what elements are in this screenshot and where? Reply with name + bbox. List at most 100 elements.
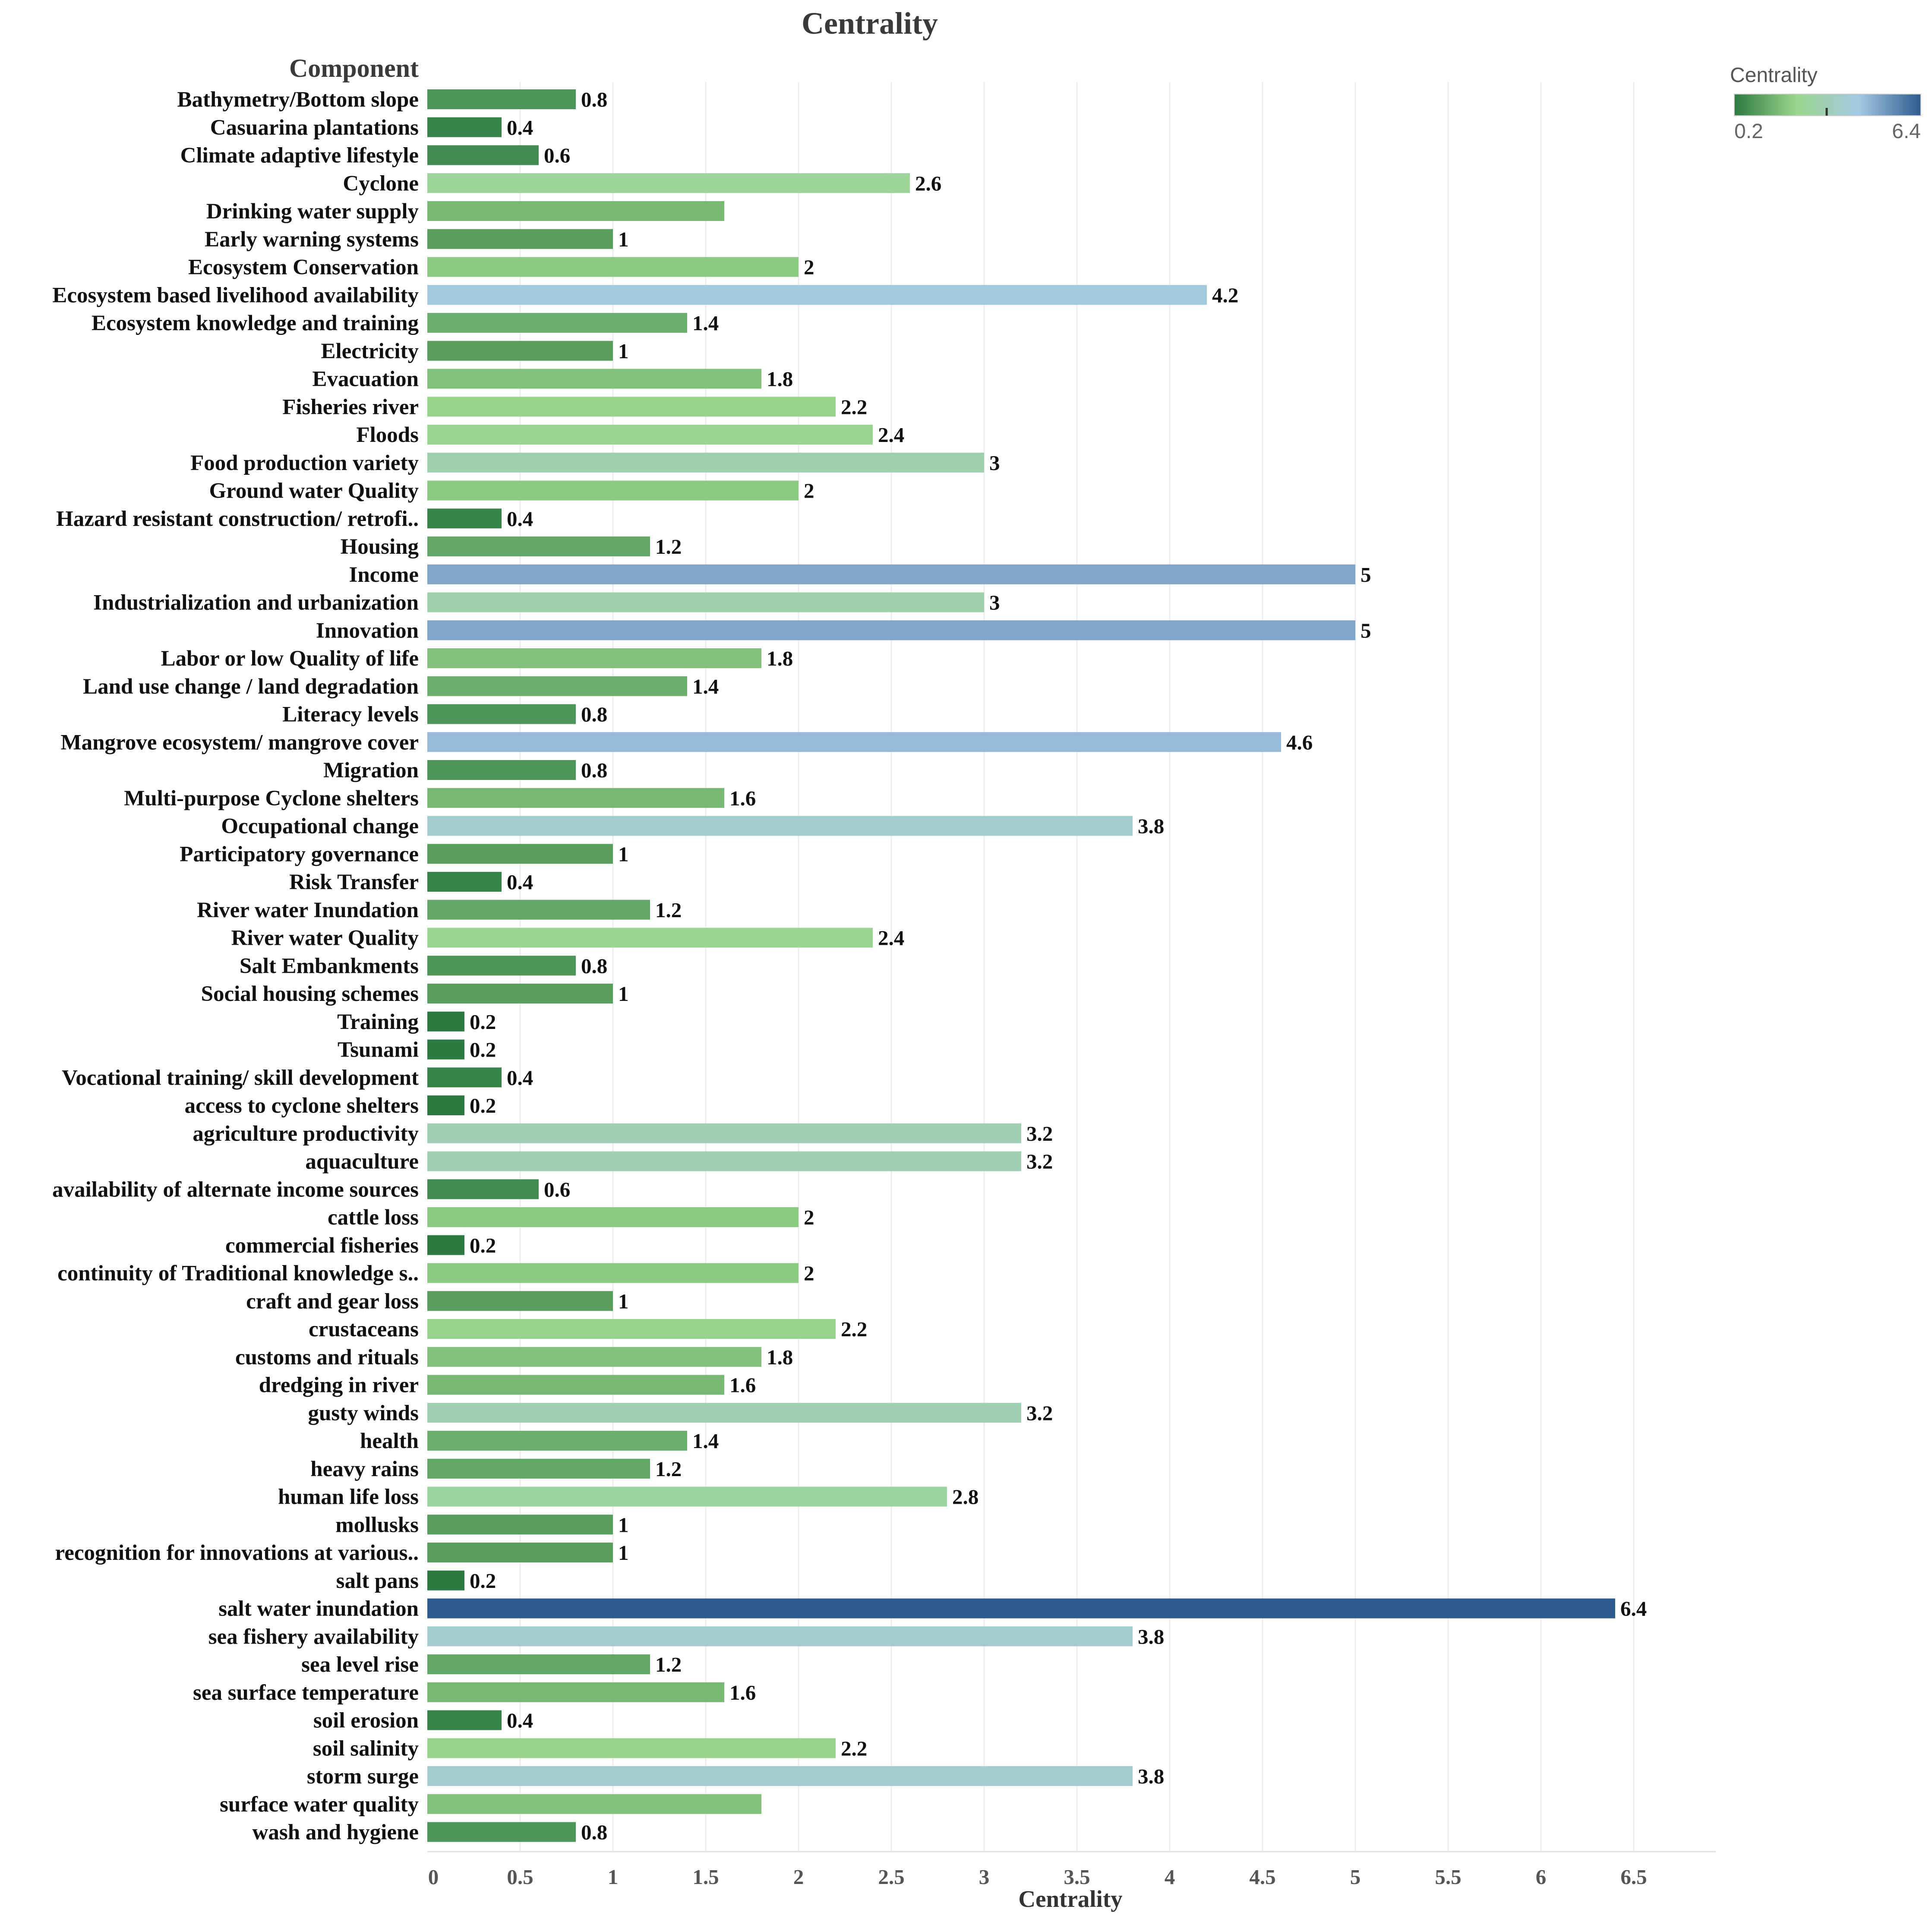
value-label: 2.4 <box>878 423 904 447</box>
category-label: Innovation <box>316 619 419 643</box>
category-label: salt pans <box>336 1569 419 1593</box>
value-label: 3 <box>989 451 1000 475</box>
value-label: 1.8 <box>767 1345 793 1369</box>
value-label: 0.8 <box>581 88 607 111</box>
category-label: Climate adaptive lifestyle <box>180 144 419 168</box>
category-label: salt water inundation <box>218 1597 419 1621</box>
bars <box>427 89 1615 1842</box>
bar <box>427 1431 687 1451</box>
value-label: 1.6 <box>729 1681 756 1704</box>
value-label: 0.2 <box>470 1569 496 1593</box>
value-label: 4.6 <box>1286 730 1313 754</box>
bar <box>427 1039 464 1060</box>
category-label: aquaculture <box>305 1150 419 1174</box>
bar <box>427 732 1281 752</box>
value-label: 1.2 <box>655 1653 682 1676</box>
bar <box>427 1123 1021 1143</box>
category-label: Fisheries river <box>282 395 419 419</box>
x-tick-label: 1 <box>608 1865 619 1889</box>
category-label: storm surge <box>307 1764 419 1789</box>
x-tick-label: 0 <box>428 1865 439 1889</box>
x-tick-label: 4.5 <box>1249 1865 1275 1889</box>
bar <box>427 1682 724 1702</box>
bar <box>427 480 799 501</box>
x-tick-label: 5 <box>1350 1865 1361 1889</box>
bar <box>427 313 687 333</box>
category-label: Electricity <box>321 339 419 363</box>
value-labels: 0.8 0.4 0.6 2.6 1 2 4.2 1.4 1 1.8 2.2 2.4 3 2 0.4 1.2 5 3… <box>470 88 1647 1844</box>
category-label: Ground water Quality <box>209 479 419 503</box>
value-label: 1.2 <box>655 1457 682 1481</box>
value-label: 1.6 <box>729 786 756 810</box>
value-label: 1.2 <box>655 535 682 559</box>
category-label: Income <box>349 563 419 587</box>
bar <box>427 844 613 864</box>
bar <box>427 1626 1133 1647</box>
value-label: 3.2 <box>1026 1122 1053 1146</box>
bar <box>427 1458 650 1479</box>
value-label: 0.4 <box>507 507 533 530</box>
category-label: continuity of Traditional knowledge s.. <box>57 1262 419 1286</box>
category-label: Ecosystem based livelihood availability <box>52 283 419 307</box>
category-label: sea surface temperature <box>193 1681 419 1705</box>
bar <box>427 1738 836 1758</box>
value-label: 1 <box>618 339 629 363</box>
category-label: Food production variety <box>190 451 419 475</box>
bar <box>427 452 984 473</box>
category-label: surface water quality <box>220 1792 419 1817</box>
category-label: commercial fisheries <box>225 1234 419 1258</box>
value-label: 0.8 <box>581 703 607 726</box>
bar <box>427 285 1207 305</box>
bar <box>427 592 984 612</box>
x-tick-label: 2.5 <box>878 1865 904 1889</box>
value-label: 1.2 <box>655 898 682 922</box>
value-label: 1 <box>618 1289 629 1313</box>
bar <box>427 173 910 193</box>
category-label: Housing <box>341 535 419 559</box>
value-label: 2.4 <box>878 926 904 950</box>
value-label: 0.6 <box>544 144 570 167</box>
category-label: Floods <box>356 423 419 447</box>
category-label: human life loss <box>278 1485 419 1509</box>
category-labels: Bathymetry/Bottom slope Casuarina plantat… <box>52 88 419 1845</box>
category-label: Risk Transfer <box>289 870 419 894</box>
x-tick-label: 6.5 <box>1620 1865 1647 1889</box>
legend-min-label: 0.2 <box>1734 120 1763 143</box>
value-label: 2.2 <box>841 1736 867 1760</box>
value-label: 1 <box>618 842 629 866</box>
category-label: Ecosystem knowledge and training <box>92 311 419 335</box>
bar <box>427 984 613 1004</box>
bar <box>427 1095 464 1115</box>
bar <box>427 1822 576 1842</box>
bar <box>427 1543 613 1562</box>
bar <box>427 369 761 389</box>
bar <box>427 872 502 892</box>
value-label: 3.8 <box>1138 1625 1164 1648</box>
value-label: 1.4 <box>692 311 719 335</box>
value-label: 0.4 <box>507 1066 533 1089</box>
category-label: Multi-purpose Cyclone shelters <box>124 786 419 811</box>
category-label: customs and rituals <box>235 1345 419 1370</box>
bar <box>427 1486 947 1507</box>
category-label: access to cyclone shelters <box>185 1094 419 1118</box>
category-label: River water Inundation <box>197 898 419 922</box>
bar <box>427 1375 724 1395</box>
bar <box>427 89 576 109</box>
bar <box>427 117 502 137</box>
value-label: 0.2 <box>470 1038 496 1062</box>
bar <box>427 760 576 780</box>
legend-max-label: 6.4 <box>1892 120 1921 143</box>
category-label: Ecosystem Conservation <box>188 256 419 280</box>
bar <box>427 1598 1615 1619</box>
bar <box>427 145 539 165</box>
value-label: 0.2 <box>470 1094 496 1117</box>
value-label: 0.2 <box>470 1234 496 1257</box>
value-label: 6.4 <box>1620 1597 1647 1621</box>
bar <box>427 1515 613 1535</box>
category-label: Social housing schemes <box>201 982 419 1006</box>
category-label: Tsunami <box>338 1038 419 1062</box>
category-label: craft and gear loss <box>246 1289 419 1313</box>
category-label: Land use change / land degradation <box>83 675 419 699</box>
value-label: 1.4 <box>692 1429 719 1453</box>
